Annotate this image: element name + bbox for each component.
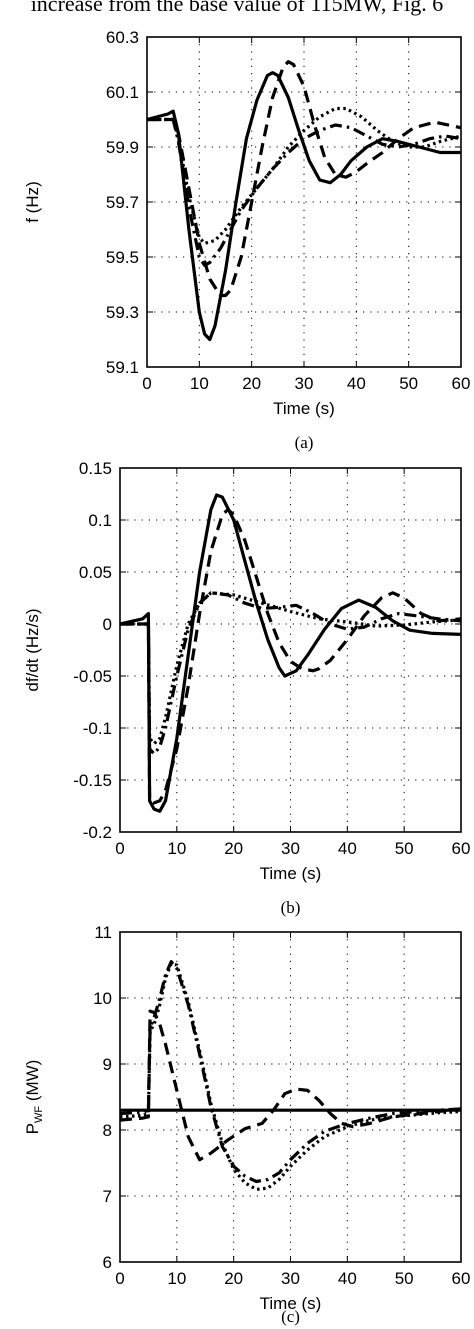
- panel-caption: (c): [281, 1307, 300, 1326]
- y-tick-label: 8: [103, 1121, 112, 1140]
- y-axis-label-unit: (MW): [23, 1060, 42, 1106]
- plot-frame: [146, 36, 462, 368]
- y-tick-label: 10: [93, 989, 112, 1008]
- plot-frame: [119, 931, 462, 1263]
- series-line-dotted: [120, 962, 461, 1191]
- y-tick-label: 59.7: [106, 193, 139, 212]
- y-axis-label-main: P: [23, 1123, 42, 1134]
- y-tick-label: 59.1: [106, 358, 139, 377]
- y-tick-label: 0.15: [79, 459, 112, 478]
- x-tick-label: 40: [347, 374, 366, 393]
- x-tick-label: 20: [224, 1269, 243, 1288]
- y-tick-label: 0.05: [79, 563, 112, 582]
- y-tick-label: 60.1: [106, 83, 139, 102]
- series-line-dashdot: [120, 591, 461, 756]
- series-group: [147, 60, 461, 342]
- y-tick-label: 59.3: [106, 303, 139, 322]
- y-tick-label: -0.1: [83, 719, 112, 738]
- y-tick-label: 59.5: [106, 248, 139, 267]
- x-tick-label: 30: [281, 839, 300, 858]
- plot-frame: [119, 467, 462, 833]
- x-tick-label: 30: [295, 374, 314, 393]
- x-tick-label: 0: [115, 839, 124, 858]
- y-axis-label: df/dt (Hz/s): [23, 608, 42, 691]
- x-tick-label: 40: [338, 839, 357, 858]
- series-line-dotted: [147, 106, 461, 245]
- y-tick-label: 0: [103, 615, 112, 634]
- series-line-dashed: [120, 508, 461, 805]
- y-axis-label-subscript: WF: [33, 1106, 45, 1123]
- series-group: [120, 960, 461, 1191]
- chart-panel-1: 0 10 20 30 40 50 60 59.1 59.3 59.5 59.7 59.9 60.1 60.…: [23, 28, 470, 452]
- y-axis-label: PWF (MW): [23, 1060, 45, 1135]
- series-line-dashdot: [147, 117, 461, 267]
- y-tick-label: 6: [103, 1253, 112, 1272]
- x-tick-label: 0: [142, 374, 151, 393]
- series-line-solid: [147, 71, 461, 342]
- chart-panel-3: 0 10 20 30 40 50 60 6 7 8 9 10 11 Time (s) PWF (MW) (c): [23, 923, 470, 1326]
- x-tick-label: 50: [395, 1269, 414, 1288]
- series-line-dashdot: [120, 960, 461, 1184]
- x-tick-label: 20: [242, 374, 261, 393]
- y-axis-label: f (Hz): [23, 181, 42, 223]
- x-axis-label: Time (s): [260, 1294, 322, 1313]
- x-axis-label: Time (s): [260, 864, 322, 883]
- y-tick-label: -0.2: [83, 823, 112, 842]
- x-tick-label: 60: [452, 839, 471, 858]
- y-tick-label: 11: [94, 923, 112, 942]
- chart-panel-2: 0 10 20 30 40 50 60 -0.2 -0.15 -0.1 -0.05 0 0.05 0.1 0…: [23, 459, 470, 917]
- x-tick-label: 10: [167, 839, 186, 858]
- y-tick-label: -0.15: [73, 771, 112, 790]
- series-group: [120, 493, 461, 813]
- panel-caption: (a): [295, 433, 314, 452]
- panel-caption: (b): [281, 898, 301, 917]
- y-tick-label: 7: [103, 1187, 112, 1206]
- x-tick-label: 10: [167, 1269, 186, 1288]
- x-axis-label: Time (s): [273, 399, 335, 418]
- x-tick-label: 30: [281, 1269, 300, 1288]
- x-tick-label: 50: [399, 374, 418, 393]
- y-tick-label: 9: [103, 1055, 112, 1074]
- series-line-solid: [120, 493, 461, 813]
- x-tick-label: 50: [395, 839, 414, 858]
- x-tick-label: 20: [224, 839, 243, 858]
- y-tick-label: -0.05: [73, 667, 112, 686]
- x-tick-label: 60: [452, 1269, 471, 1288]
- x-tick-label: 60: [452, 374, 471, 393]
- y-tick-label: 60.3: [106, 28, 139, 47]
- y-tick-label: 59.9: [106, 138, 139, 157]
- x-tick-label: 0: [115, 1269, 124, 1288]
- y-tick-label: 0.1: [88, 511, 112, 530]
- x-tick-label: 10: [190, 374, 209, 393]
- x-tick-label: 40: [338, 1269, 357, 1288]
- top-text: increase from the base value of 115MW, F…: [30, 0, 444, 16]
